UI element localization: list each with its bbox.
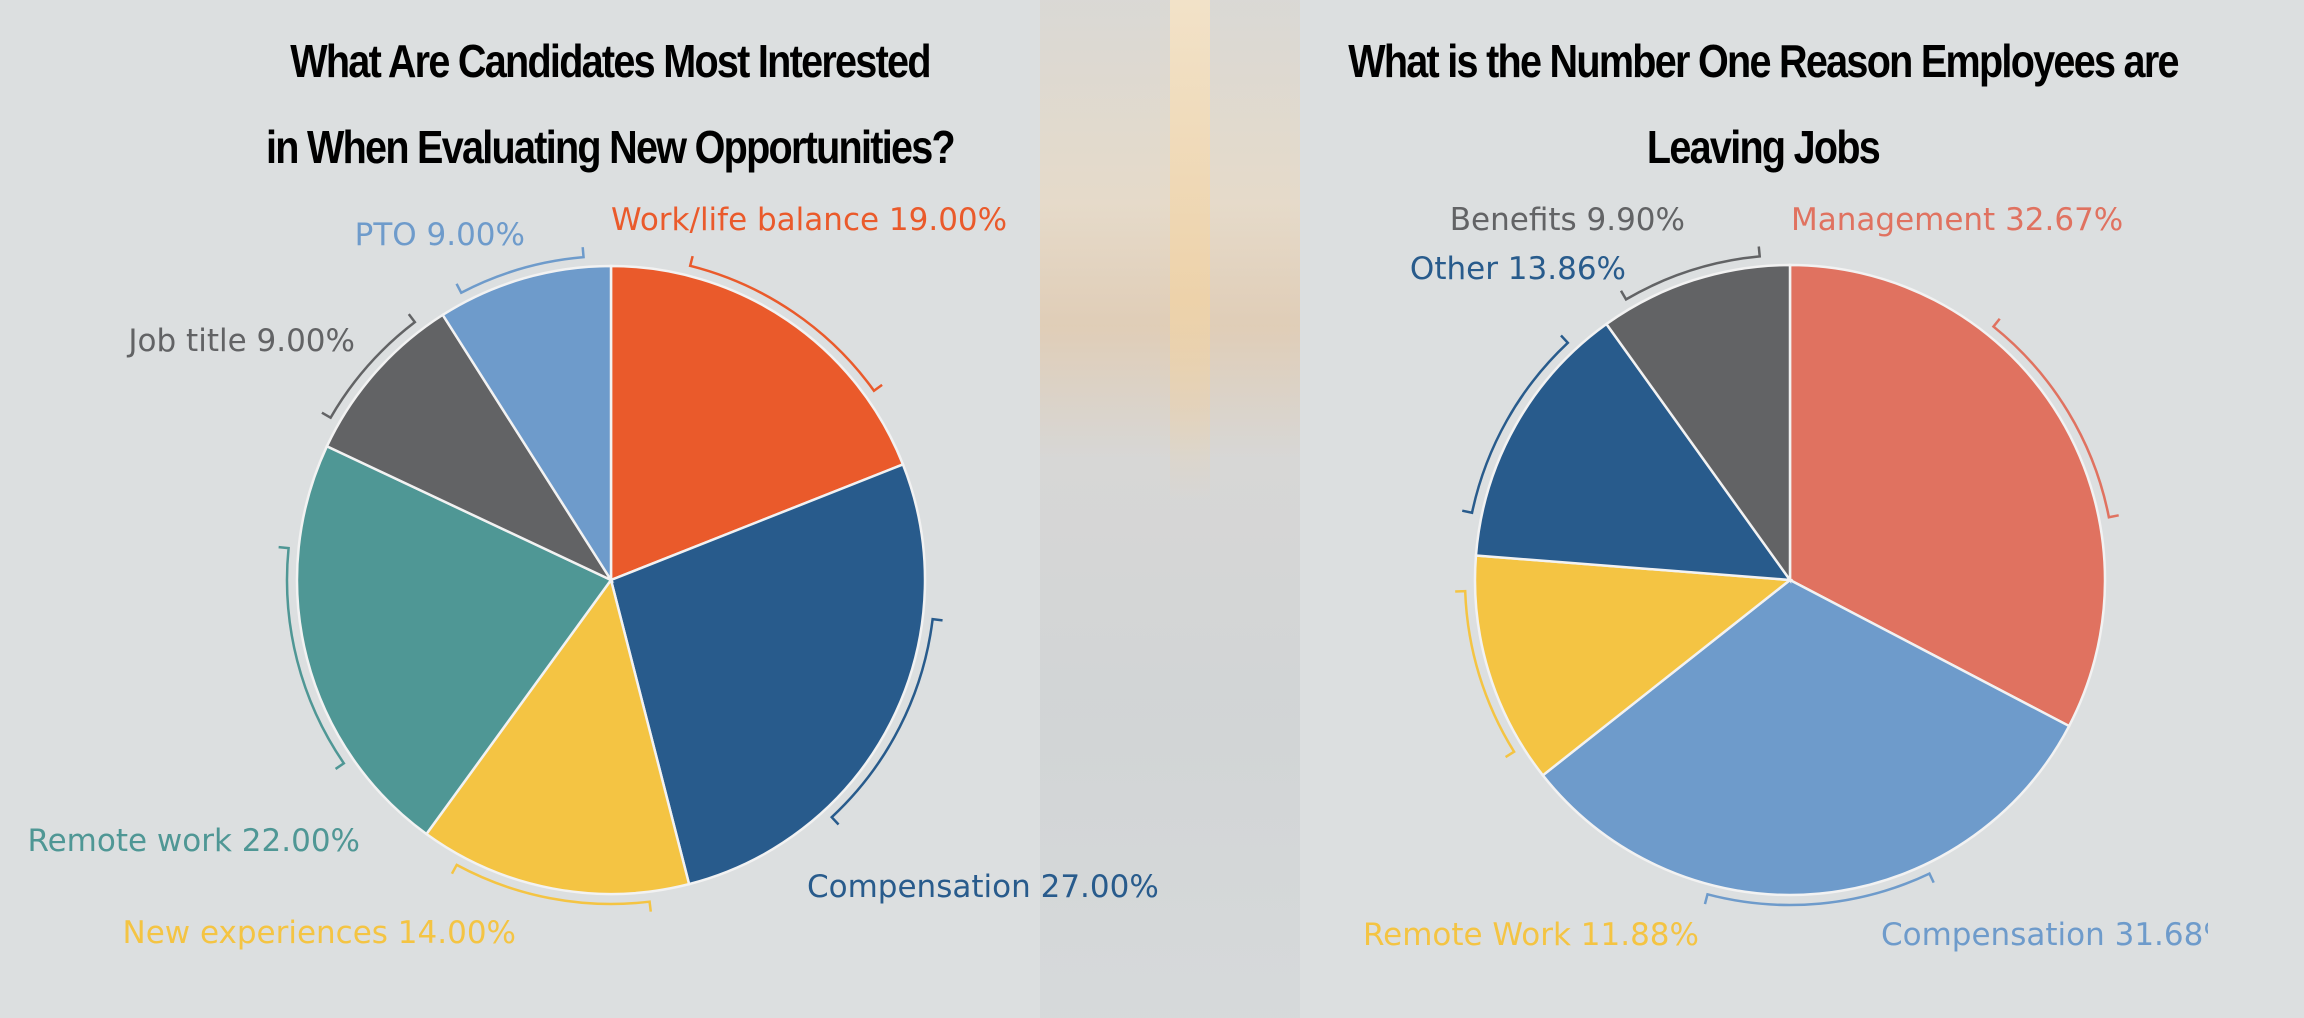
right-chart-title: What is the Number One Reason Employees … (1333, 18, 2193, 190)
label-bracket (455, 247, 585, 295)
label-compensation: Compensation 27.00% (807, 869, 1159, 905)
background-city-glow (1170, 0, 1210, 500)
pie-slice-compensation[interactable] (1541, 578, 2071, 897)
label-bracket (829, 617, 943, 826)
left-title-line-2: in When Evaluating New Opportunities? (265, 121, 956, 173)
left-title-line-1: What Are Candidates Most Interested (290, 35, 931, 87)
right-title-line-2: Leaving Jobs (1646, 121, 1881, 173)
left-chart-title: What Are Candidates Most Interested in W… (223, 18, 997, 190)
pie-slice-management[interactable] (1788, 263, 2107, 728)
label-other: Other 13.86% (1409, 251, 1626, 287)
pie-slice-pto[interactable] (441, 264, 613, 585)
label-bracket (450, 863, 653, 912)
pie-slice-remote-work[interactable] (1473, 554, 1794, 778)
label-benefits: Benefits 9.90% (1449, 202, 1685, 238)
label-management: Management 32.67% (1791, 202, 2124, 238)
pie-slice-other[interactable] (1474, 322, 1793, 582)
pie-slice-work-life-balance[interactable] (609, 264, 905, 582)
label-compensation-right: Compensation 31.68% (1881, 917, 2208, 953)
pie-slice-compensation[interactable] (609, 462, 927, 886)
pie-slice-benefits[interactable] (1604, 263, 1792, 584)
label-bracket (1619, 246, 1762, 302)
left-pie-chart (278, 247, 943, 912)
label-bracket (1455, 589, 1516, 759)
label-bracket (1703, 871, 1935, 907)
label-bracket (321, 313, 417, 420)
right-title-line-1: What is the Number One Reason Employees … (1348, 35, 2179, 87)
label-job-title: Job title 9.00% (128, 323, 355, 359)
chart-area: Work/life balance 19.00% Compensation 27… (27, 202, 2208, 953)
label-remote-work-right: Remote Work 11.88% (1362, 917, 1699, 953)
label-remote-work: Remote work 22.00% (27, 823, 360, 859)
right-pie-chart (1455, 246, 2119, 907)
pie-slice-job-title[interactable] (325, 313, 615, 583)
label-new-experiences: New experiences 14.00% (122, 915, 517, 951)
label-bracket (278, 545, 346, 770)
label-bracket (688, 255, 883, 393)
label-pto: PTO 9.00% (354, 217, 525, 253)
pie-slice-new-experiences[interactable] (424, 577, 691, 896)
label-bracket (1991, 317, 2119, 519)
label-work-life-balance: Work/life balance 19.00% (611, 202, 1008, 238)
label-bracket (1461, 334, 1570, 515)
